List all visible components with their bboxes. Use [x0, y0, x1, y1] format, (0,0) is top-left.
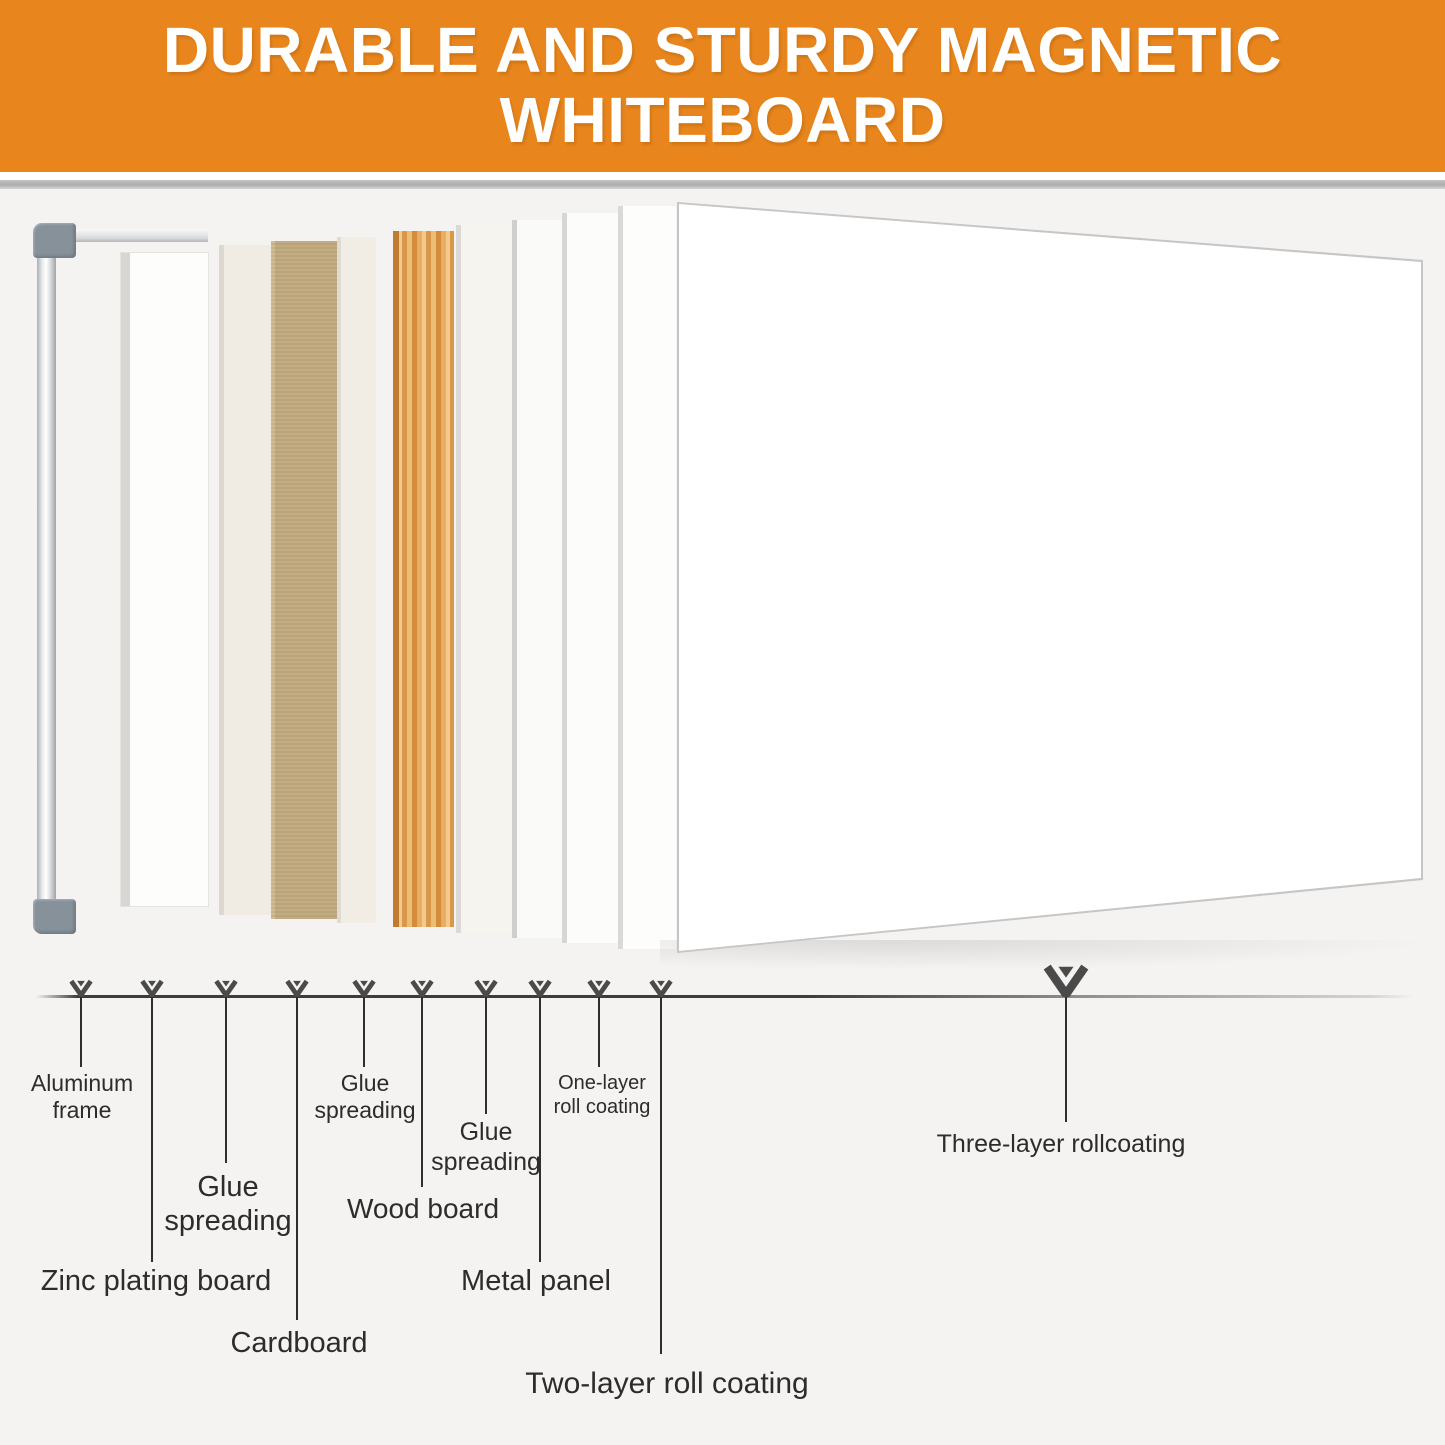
layer-panel-aluminum-frame-side-rail	[37, 228, 56, 930]
leader-line-two-layer-roll-coating	[660, 996, 662, 1354]
leader-line-glue-spreading-2	[363, 996, 365, 1067]
arrow-marker-icon-two-layer-roll-coating	[649, 979, 673, 997]
leader-line-cardboard	[296, 996, 298, 1320]
whiteboard-shadow	[660, 940, 1440, 970]
leader-line-zinc-plating-board	[151, 996, 153, 1262]
arrow-marker-icon-zinc-plating-board	[140, 979, 164, 997]
layer-label-cardboard: Cardboard	[230, 1327, 368, 1359]
timeline-baseline	[36, 995, 1413, 998]
layer-label-glue-spreading-2: Glue spreading	[314, 1070, 416, 1124]
aluminum-frame-corner-cap-bottom	[33, 899, 76, 934]
layer-label-wood-board: Wood board	[346, 1193, 500, 1224]
leader-line-glue-spreading-1	[225, 996, 227, 1163]
layer-label-zinc-plating-board: Zinc plating board	[40, 1265, 272, 1297]
leader-line-three-layer-rollcoating	[1065, 996, 1067, 1122]
layer-panel-glue-spreading-1	[219, 245, 271, 915]
leader-line-metal-panel	[539, 996, 541, 1262]
leader-line-glue-spreading-3	[485, 996, 487, 1114]
page-title-line2: WHITEBOARD	[499, 84, 946, 156]
header-banner: DURABLE AND STURDY MAGNETIC WHITEBOARD	[0, 0, 1445, 172]
layer-panel-glue-spreading-2	[337, 237, 376, 923]
layer-panel-two-layer-roll-coating	[618, 206, 676, 949]
arrow-marker-icon-glue-spreading-2	[352, 979, 376, 997]
layer-panel-cardboard	[271, 241, 337, 919]
layer-label-two-layer-roll-coating: Two-layer roll coating	[525, 1367, 809, 1400]
arrow-marker-icon-glue-spreading-1	[214, 979, 238, 997]
arrow-marker-icon-wood-board	[410, 979, 434, 997]
leader-line-wood-board	[421, 996, 423, 1187]
layer-label-metal-panel: Metal panel	[461, 1265, 611, 1297]
layer-panel-metal-panel	[512, 220, 562, 938]
arrow-marker-icon-aluminum-frame	[69, 979, 93, 997]
leader-line-aluminum-frame	[80, 996, 82, 1067]
aluminum-frame-corner-cap-top	[33, 223, 76, 258]
layer-panel-aluminum-frame-top-rail	[56, 229, 208, 242]
page-title-line1: DURABLE AND STURDY MAGNETIC	[162, 14, 1283, 87]
arrow-marker-icon-glue-spreading-3	[474, 979, 498, 997]
arrow-marker-icon-metal-panel	[528, 979, 552, 997]
layer-label-three-layer-rollcoating: Three-layer rollcoating	[936, 1130, 1186, 1158]
layer-label-glue-spreading-3: Glue spreading	[431, 1118, 541, 1176]
arrow-marker-icon-three-layer-rollcoating	[1043, 964, 1089, 997]
layer-panel-zinc-plating-board	[121, 253, 208, 906]
arrow-marker-icon-one-layer-roll-coating	[587, 979, 611, 997]
layer-panel-one-layer-roll-coating	[562, 213, 618, 943]
leader-line-one-layer-roll-coating	[598, 996, 600, 1067]
layer-panel-glue-spreading-3	[456, 225, 512, 933]
header-divider-gray	[0, 180, 1445, 189]
layer-label-glue-spreading-1: Glue spreading	[164, 1171, 292, 1238]
header-divider-white	[0, 172, 1445, 180]
layer-panel-wood-board	[393, 231, 454, 927]
layer-label-one-layer-roll-coating: One-layer roll coating	[553, 1072, 651, 1118]
layer-label-aluminum-frame: Aluminum frame	[30, 1070, 134, 1124]
arrow-marker-icon-cardboard	[285, 979, 309, 997]
